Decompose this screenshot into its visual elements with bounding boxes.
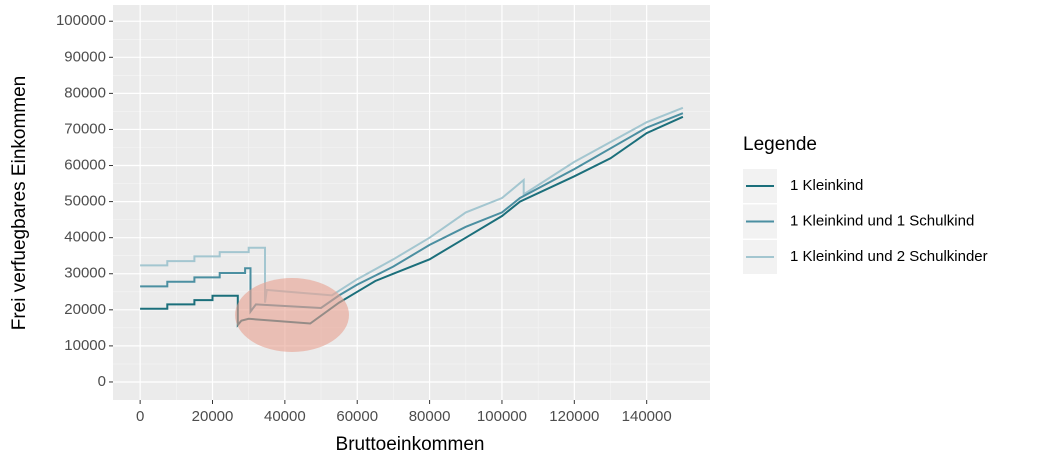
y-tick-label: 70000 — [64, 120, 106, 137]
x-tick-label: 60000 — [336, 408, 378, 425]
y-tick-label: 100000 — [56, 12, 106, 29]
grid — [113, 5, 710, 400]
x-tick-label: 0 — [136, 408, 144, 425]
x-tick-label: 140000 — [622, 408, 672, 425]
highlight-ellipse — [235, 278, 349, 352]
panel — [113, 5, 710, 400]
x-tick-label: 40000 — [264, 408, 306, 425]
y-axis-title: Frei verfuegbares Einkommen — [9, 76, 30, 331]
legend-label: 1 Kleinkind und 1 Schulkind — [790, 212, 974, 229]
legend-title: Legende — [743, 134, 817, 155]
x-tick-label: 20000 — [192, 408, 234, 425]
legend-label: 1 Kleinkind — [790, 177, 863, 194]
legend: 1 Kleinkind 1 Kleinkind und 1 Schulkind 1 … — [743, 169, 988, 274]
y-tick-label: 20000 — [64, 301, 106, 318]
x-tick-label: 100000 — [477, 408, 527, 425]
y-tick-label: 60000 — [64, 156, 106, 173]
legend-label: 1 Kleinkind und 2 Schulkinder — [790, 248, 988, 265]
x-tick-label: 120000 — [549, 408, 599, 425]
y-tick-label: 90000 — [64, 48, 106, 65]
y-tick-label: 10000 — [64, 337, 106, 354]
y-tick-label: 0 — [98, 373, 106, 390]
y-tick-label: 30000 — [64, 265, 106, 282]
y-tick-label: 80000 — [64, 84, 106, 101]
y-tick-label: 50000 — [64, 193, 106, 210]
x-tick-label: 80000 — [409, 408, 451, 425]
y-tick-label: 40000 — [64, 229, 106, 246]
x-axis-title: Bruttoeinkommen — [336, 434, 485, 455]
